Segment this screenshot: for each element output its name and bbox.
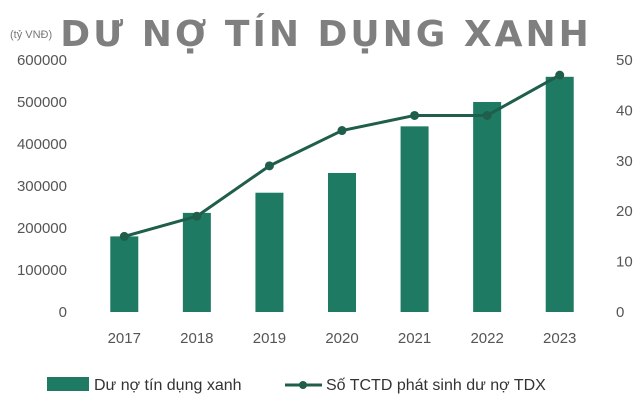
right-axis-ticks: 0 10 20 30 40 50 (616, 52, 633, 321)
bar (473, 102, 502, 312)
x-axis-ticks: 2017 2018 2019 2020 2021 2022 2023 (108, 330, 577, 347)
line-point (410, 110, 420, 120)
bar (255, 192, 284, 312)
line-point (482, 110, 492, 120)
x-tick-label: 2021 (398, 330, 431, 347)
y2-tick-label: 10 (616, 254, 633, 271)
x-tick-label: 2023 (543, 330, 576, 347)
line-point (192, 211, 202, 221)
line-point (337, 126, 347, 136)
line-point (119, 231, 129, 241)
bar (545, 76, 574, 312)
bar (110, 236, 139, 312)
y-tick-label: 400000 (17, 136, 67, 153)
legend-bar-swatch (47, 377, 89, 391)
line-point (264, 161, 274, 171)
y2-tick-label: 30 (616, 153, 633, 170)
bar (400, 126, 429, 312)
y2-tick-label: 0 (616, 304, 624, 321)
chart-title: DƯ NỢ TÍN DỤNG XANH (60, 13, 591, 55)
y-tick-label: 0 (59, 304, 67, 321)
left-axis-ticks: 0 100000 200000 300000 400000 500000 600000 (17, 52, 67, 321)
y-tick-label: 600000 (17, 52, 67, 69)
y2-tick-label: 20 (616, 203, 633, 220)
y-tick-label: 500000 (17, 94, 67, 111)
legend-line-label: Số TCTD phát sinh dư nợ TDX (326, 377, 546, 394)
y2-tick-label: 50 (616, 52, 633, 69)
line-series (119, 70, 565, 241)
y-tick-label: 200000 (17, 220, 67, 237)
legend-bar-label: Dư nợ tín dụng xanh (94, 377, 242, 394)
legend-line-marker (299, 381, 307, 389)
x-tick-label: 2019 (253, 330, 286, 347)
x-tick-label: 2020 (325, 330, 358, 347)
x-tick-label: 2017 (108, 330, 141, 347)
bar (182, 212, 211, 312)
bar (328, 172, 356, 312)
x-tick-label: 2018 (180, 330, 213, 347)
x-tick-label: 2022 (470, 330, 503, 347)
y-axis-unit-label: (tỷ VNĐ) (10, 29, 52, 41)
y-tick-label: 100000 (17, 262, 67, 279)
y2-tick-label: 40 (616, 102, 633, 119)
line-point (555, 70, 565, 80)
legend: Dư nợ tín dụng xanh Số TCTD phát sinh dư… (47, 377, 546, 394)
y-tick-label: 300000 (17, 178, 67, 195)
bars-series (110, 76, 574, 312)
